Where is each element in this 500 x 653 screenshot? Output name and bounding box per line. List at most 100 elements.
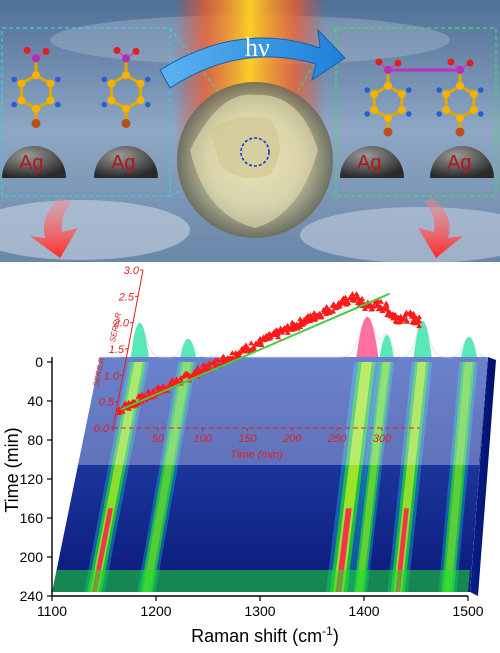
inset-data-point bbox=[383, 302, 390, 308]
y-tick-label: 120 bbox=[20, 471, 44, 487]
carbon-atom bbox=[469, 90, 478, 98]
inset-data-point bbox=[251, 346, 258, 352]
sulfur-atom bbox=[121, 119, 131, 128]
inset-data-point bbox=[135, 400, 142, 406]
carbon-atom bbox=[397, 106, 406, 114]
photon-label: hν bbox=[245, 33, 270, 62]
right-molecule bbox=[364, 58, 484, 137]
inset-y-tick-label: 2.0 bbox=[113, 318, 130, 330]
inset-data-point bbox=[410, 310, 417, 316]
left-molecule-box bbox=[1, 27, 171, 197]
ag-label: Ag bbox=[357, 152, 381, 174]
carbon-atom bbox=[122, 71, 130, 80]
inset-axes: 50 100 150 200 250 300 0.0 0.5 1.0 1.5 2.0 2.5 3.0 bbox=[94, 265, 420, 445]
inset-data-point bbox=[258, 342, 265, 348]
inset-data-point bbox=[351, 297, 358, 303]
hydrogen-atom bbox=[405, 111, 412, 117]
inset-data-point bbox=[336, 303, 343, 309]
inset-data-point bbox=[294, 325, 301, 331]
y-axis-label: Time (min) bbox=[2, 427, 22, 512]
oxygen-atom bbox=[375, 58, 383, 66]
carbon-atom bbox=[384, 82, 392, 90]
inset-data-point bbox=[284, 329, 291, 335]
inset-data-point bbox=[416, 318, 423, 324]
top-illustration-panel: hν Ag Ag Ag Ag bbox=[0, 0, 500, 263]
inset-data-point bbox=[257, 335, 264, 341]
inset-x-tick-label: 100 bbox=[194, 433, 213, 445]
inset-y-tick-label: 1.5 bbox=[109, 344, 125, 356]
carbon-atom bbox=[136, 96, 145, 105]
inset-data-point bbox=[333, 304, 340, 310]
carbon-atom bbox=[107, 79, 116, 88]
ridge-peak-1 bbox=[180, 339, 197, 357]
highlight-circle bbox=[240, 137, 270, 167]
inset-data-point bbox=[383, 300, 390, 306]
inset-data-point bbox=[416, 314, 423, 320]
hydrogen-atom bbox=[364, 111, 371, 117]
inset-y-tick-label: 0.5 bbox=[99, 397, 115, 409]
inset-data-point bbox=[248, 340, 255, 346]
x-axis-ticks: 1100 1200 1300 1400 1500 bbox=[37, 596, 484, 619]
y-tick-label: 160 bbox=[20, 510, 44, 526]
left-down-arrow bbox=[30, 198, 78, 258]
inset-x-tick-label: 300 bbox=[373, 433, 392, 445]
x-tick-label: 1100 bbox=[37, 603, 67, 619]
right-down-arrow bbox=[418, 198, 463, 258]
ag-label: Ag bbox=[111, 152, 135, 174]
sulfur-atom bbox=[31, 119, 41, 128]
inset-data-point bbox=[297, 316, 304, 322]
inset-data-point bbox=[311, 310, 318, 316]
inset-data-point bbox=[177, 375, 184, 381]
carbon-atom bbox=[107, 96, 116, 105]
carbon-atom bbox=[136, 79, 145, 88]
inset-data-point bbox=[192, 368, 199, 374]
inset-x-tick-label: 150 bbox=[238, 433, 257, 445]
carbon-atom bbox=[46, 79, 55, 88]
inset-data-point bbox=[318, 313, 325, 319]
hydrogen-atom bbox=[11, 76, 17, 83]
carbon-atom bbox=[456, 114, 464, 122]
inset-data-point bbox=[342, 295, 349, 301]
hydrogen-atom bbox=[145, 76, 151, 83]
nitrogen-atom bbox=[122, 54, 130, 63]
carbon-atom bbox=[17, 96, 26, 105]
hydrogen-atom bbox=[55, 101, 61, 108]
oxygen-atom bbox=[42, 47, 50, 55]
inset-data-point bbox=[359, 295, 366, 301]
hydrogen-atom bbox=[101, 76, 107, 83]
hydrogen-atom bbox=[11, 101, 17, 108]
hydrogen-atom bbox=[145, 101, 151, 108]
carbon-atom bbox=[46, 96, 55, 105]
inset-x-tick-label: 50 bbox=[152, 433, 165, 445]
carbon-atom bbox=[456, 82, 464, 90]
inset-data-point bbox=[390, 315, 397, 321]
hydrogen-atom bbox=[55, 76, 61, 83]
heatmap-band-5 bbox=[440, 362, 475, 592]
hydrogen-atom bbox=[101, 101, 107, 108]
sulfur-atom bbox=[383, 127, 393, 137]
inset-x-tick-label: 250 bbox=[327, 433, 347, 445]
inset-data-point bbox=[133, 402, 140, 408]
y-tick-label: 0 bbox=[35, 354, 43, 370]
inset-data-point bbox=[214, 356, 221, 362]
ridge-peak-4 bbox=[413, 321, 432, 357]
x-axis-label: Raman shift (cm-1) bbox=[191, 624, 339, 646]
hydrogen-atom bbox=[436, 87, 443, 93]
heatmap-band-5 bbox=[443, 362, 473, 592]
inset-data-point bbox=[119, 408, 126, 414]
heatmap-band-1 bbox=[139, 362, 194, 592]
inset-data-point bbox=[250, 344, 257, 350]
inset-data-point bbox=[367, 301, 374, 307]
heatmap-bands bbox=[52, 362, 478, 592]
hydrogen-atom bbox=[477, 111, 484, 117]
heatmap-band-3 bbox=[355, 362, 390, 592]
ag-particle-right-1: Ag bbox=[340, 146, 404, 178]
ag-particle-left-1: Ag bbox=[2, 146, 66, 178]
x-tick-label: 1300 bbox=[244, 603, 275, 619]
inset-data-point bbox=[150, 388, 157, 394]
inset-data-point bbox=[403, 318, 410, 324]
y-tick-label: 200 bbox=[20, 549, 44, 565]
inset-x-axis-label: Time (min) bbox=[230, 449, 283, 461]
